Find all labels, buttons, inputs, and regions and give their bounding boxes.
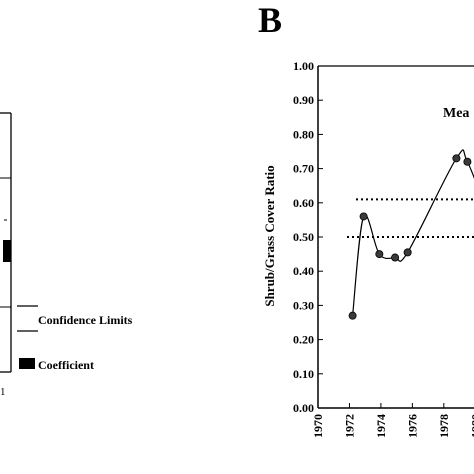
y-tick-label: 1.00 (293, 59, 314, 73)
data-point (391, 253, 400, 262)
data-point (375, 250, 384, 259)
data-point (359, 212, 368, 221)
y-axis-label: Shrub/Grass Cover Ratio (262, 165, 277, 306)
y-tick-label: 0.60 (293, 196, 314, 210)
series-group (348, 149, 474, 320)
y-tick-label: 0.30 (293, 298, 314, 312)
panel-letter: B (258, 0, 282, 40)
reference-lines (347, 198, 474, 238)
y-tick-label: 0.10 (293, 367, 314, 381)
y-tick-label: 0.00 (293, 401, 314, 415)
panel-a-x-tick: 1 (0, 386, 6, 398)
y-tick-label: 0.70 (293, 162, 314, 176)
confidence-legend-label: Confidence Limits (38, 313, 133, 327)
y-tick-label: 0.80 (293, 127, 314, 141)
x-tick-label: 1976 (405, 414, 419, 438)
data-point (463, 157, 472, 166)
y-tick-label: 0.20 (293, 333, 314, 347)
x-tick-label: 1980 (468, 414, 474, 438)
data-point (403, 248, 412, 257)
series-line (352, 149, 474, 316)
y-tick-label: 0.40 (293, 264, 314, 278)
x-tick-label: 1974 (374, 414, 388, 438)
data-point (452, 154, 461, 163)
panel-a: 1 Confidence Limits Coefficient (0, 112, 133, 398)
annotation-text: Mea (443, 106, 469, 121)
panel-b: B Shrub/Grass Cover Ratio Mea 0.000.100.… (258, 0, 474, 438)
y-tick-label: 0.90 (293, 93, 314, 107)
x-tick-label: 1978 (437, 414, 451, 438)
x-ticks: 1970 1972 1974 1976 1978 1980 (311, 403, 474, 438)
data-point (348, 311, 357, 320)
coefficient-legend-swatch (19, 358, 35, 369)
y-tick-label: 0.50 (293, 230, 314, 244)
y-ticks: 0.00 0.10 0.20 0.30 0.40 0.50 0.60 0.70 0.80 0.90… (293, 59, 323, 415)
x-tick-label: 1972 (342, 414, 356, 438)
panel-a-coefficient-bar (3, 240, 11, 262)
coefficient-legend-label: Coefficient (38, 358, 94, 372)
x-tick-label: 1970 (311, 414, 325, 438)
